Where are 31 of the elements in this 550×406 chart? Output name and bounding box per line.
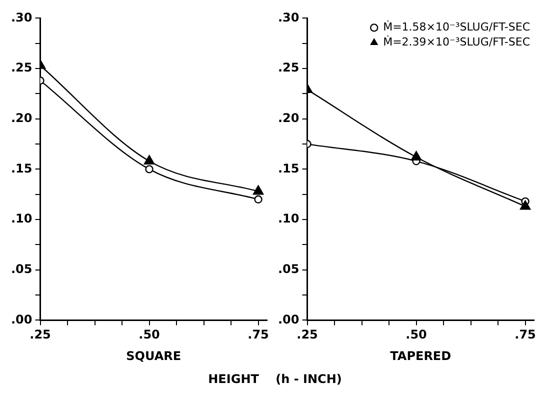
point: [145, 165, 154, 174]
y-tick-label: .00: [10, 312, 32, 326]
point: [410, 151, 422, 160]
point: [144, 155, 155, 164]
y-tick-label: .15: [10, 161, 32, 176]
text: HEIGHT (h - INCH): [207, 372, 343, 386]
x-axis-title: SQUARE: [126, 348, 182, 363]
y-tick-label: .20: [278, 110, 300, 125]
y-tick-label: .10: [10, 212, 32, 226]
y-tick-label: .10: [278, 212, 300, 226]
y-tick-label: .30: [278, 10, 300, 24]
y-tick-label: .30: [10, 10, 32, 24]
y-tick-label: .15: [278, 161, 300, 176]
y-tick-label: .25: [10, 60, 32, 75]
point: [252, 185, 264, 195]
point: [520, 200, 531, 210]
x-axis-title: TAPERED: [390, 348, 452, 363]
legend-label: Ṁ=1.58×10⁻³SLUG/FT-SEC: [383, 20, 530, 34]
x-tick-label: .25: [30, 328, 51, 342]
x-tick-label: .25: [296, 328, 318, 342]
y-tick-label: .25: [278, 60, 300, 75]
point: [254, 195, 262, 204]
x-tick-label: .50: [138, 328, 160, 342]
legend-label: Ṁ=2.39×10⁻³SLUG/FT-SEC: [383, 34, 530, 49]
y-tick-label: .00: [278, 312, 300, 326]
x-tick-label: .75: [514, 328, 536, 342]
y-tick-label: .05: [278, 262, 300, 276]
y-tick-label: .20: [10, 110, 32, 125]
x-tick-label: .75: [248, 328, 269, 342]
y-tick-label: .05: [10, 262, 32, 276]
x-tick-label: .50: [406, 328, 427, 342]
